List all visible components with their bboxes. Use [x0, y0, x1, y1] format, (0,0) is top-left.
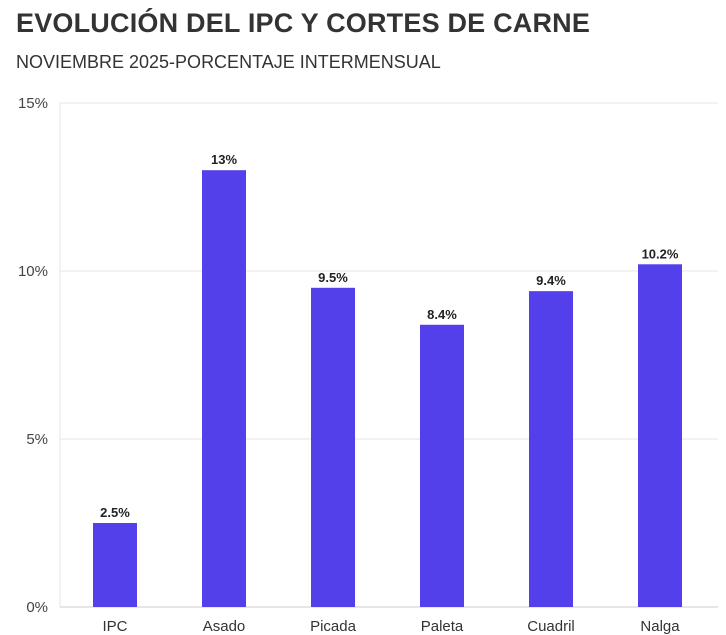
data-label: 9.5%: [318, 270, 348, 285]
data-label: 10.2%: [642, 246, 679, 261]
bar: [638, 264, 682, 607]
chart-title: EVOLUCIÓN DEL IPC Y CORTES DE CARNE: [16, 8, 591, 38]
data-label: 8.4%: [427, 307, 457, 322]
data-label: 9.4%: [536, 273, 566, 288]
data-labels: 2.5% 13% 9.5% 8.4% 9.4% 10.2%: [100, 152, 679, 520]
bars: [93, 170, 682, 607]
data-label: 13%: [211, 152, 237, 167]
y-tick-label: 15%: [18, 95, 48, 112]
x-axis-ticks: IPC Asado Picada Paleta Cuadril Nalga: [102, 618, 680, 635]
chart-subtitle: NOVIEMBRE 2025-PORCENTAJE INTERMENSUAL: [16, 52, 441, 72]
bar: [311, 287, 355, 607]
x-tick-label: Paleta: [421, 618, 464, 635]
x-tick-label: IPC: [102, 618, 127, 635]
y-axis-ticks: 0% 5% 10% 15%: [18, 95, 48, 616]
x-tick-label: Nalga: [640, 618, 680, 635]
bar: [420, 324, 464, 607]
data-label: 2.5%: [100, 505, 130, 520]
y-tick-label: 10%: [18, 263, 48, 280]
x-tick-label: Picada: [310, 618, 357, 635]
bar: [93, 523, 137, 607]
y-tick-label: 5%: [26, 431, 48, 448]
bar: [202, 170, 246, 607]
x-tick-label: Asado: [203, 618, 246, 635]
gridlines: [59, 102, 718, 608]
bar: [529, 291, 573, 607]
y-tick-label: 0%: [26, 599, 48, 616]
x-tick-label: Cuadril: [527, 618, 575, 635]
